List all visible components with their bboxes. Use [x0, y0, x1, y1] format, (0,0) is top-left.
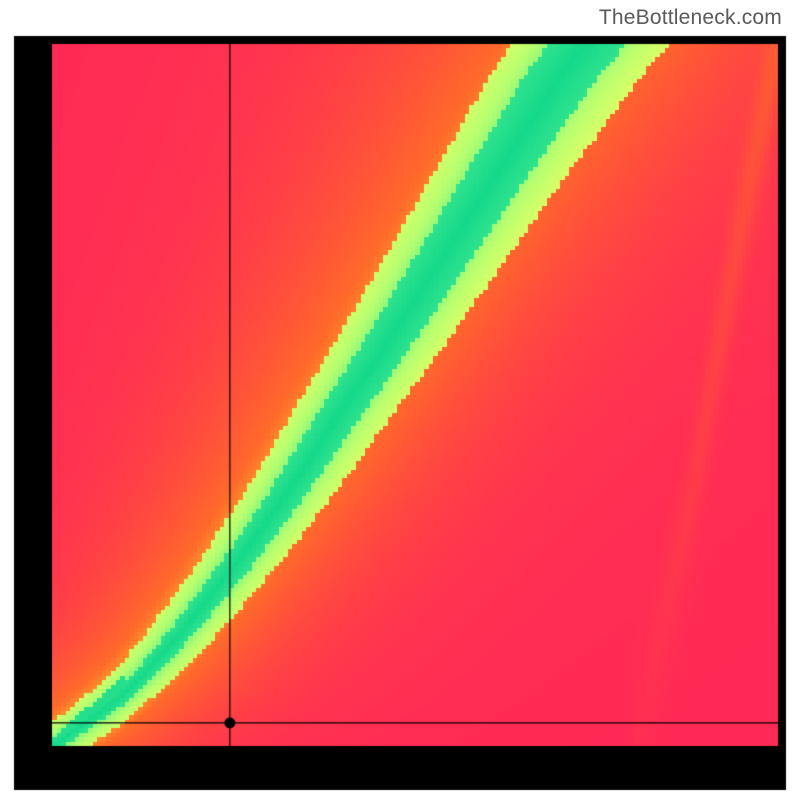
figure-container: TheBottleneck.com — [0, 0, 800, 800]
heatmap-canvas — [0, 0, 800, 800]
watermark-text: TheBottleneck.com — [599, 6, 782, 30]
